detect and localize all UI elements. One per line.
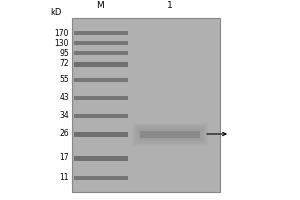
Bar bbox=[74, 51, 128, 55]
Text: kD: kD bbox=[51, 8, 62, 17]
Text: 95: 95 bbox=[59, 48, 69, 58]
Text: 26: 26 bbox=[59, 130, 69, 138]
Text: 17: 17 bbox=[59, 154, 69, 162]
Bar bbox=[72, 18, 220, 192]
Text: M: M bbox=[96, 1, 104, 10]
Text: 11: 11 bbox=[59, 173, 69, 182]
Bar bbox=[74, 176, 128, 180]
Bar bbox=[140, 130, 200, 138]
Bar bbox=[74, 156, 128, 160]
Bar bbox=[74, 114, 128, 118]
Bar bbox=[74, 96, 128, 100]
Text: 170: 170 bbox=[55, 28, 69, 38]
Bar bbox=[74, 41, 128, 45]
Text: 55: 55 bbox=[59, 75, 69, 84]
Text: 130: 130 bbox=[55, 38, 69, 47]
Text: 1: 1 bbox=[167, 1, 173, 10]
Bar bbox=[74, 78, 128, 82]
Bar bbox=[74, 132, 128, 136]
Bar bbox=[134, 124, 206, 144]
Bar bbox=[132, 122, 208, 146]
Text: 34: 34 bbox=[59, 112, 69, 120]
Bar bbox=[138, 129, 202, 140]
Bar bbox=[74, 31, 128, 35]
Text: 43: 43 bbox=[59, 94, 69, 102]
Bar bbox=[74, 62, 128, 66]
Bar bbox=[136, 127, 204, 142]
Text: 72: 72 bbox=[59, 60, 69, 68]
